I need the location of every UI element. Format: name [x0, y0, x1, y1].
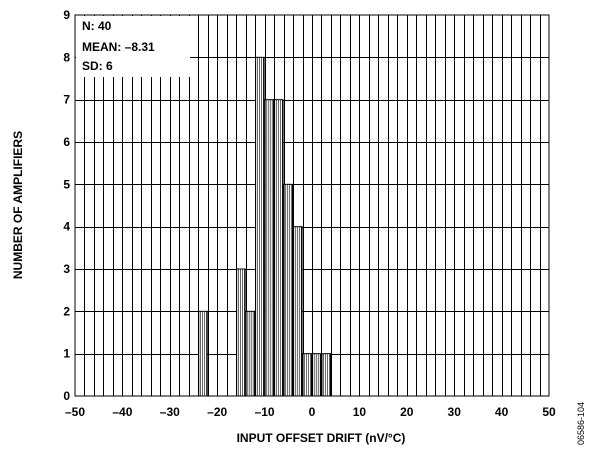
x-tick-label: –30 [160, 405, 180, 419]
y-tick-labels: 0 1 2 3 4 5 6 7 8 9 [63, 8, 70, 403]
x-tick-label: 0 [309, 405, 316, 419]
stats-annotation: N: 40 MEAN: –8.31 SD: 6 [76, 16, 190, 77]
histogram-bar [293, 226, 303, 397]
x-tick-label: 50 [542, 405, 556, 419]
stats-annotation-background [76, 16, 190, 77]
y-tick-label: 6 [63, 135, 70, 149]
x-tick-label: –50 [65, 405, 85, 419]
plot-frame [74, 14, 550, 397]
x-tick-label: 10 [353, 405, 367, 419]
histogram-bar [302, 353, 312, 397]
histogram-bar [321, 353, 331, 397]
x-tick-label: 40 [495, 405, 509, 419]
histogram-bar [283, 183, 294, 397]
y-tick-label: 9 [63, 8, 70, 22]
y-tick-label: 2 [63, 304, 70, 318]
x-tick-label: –20 [207, 405, 227, 419]
y-tick-label: 0 [63, 389, 70, 403]
y-tick-label: 1 [63, 347, 70, 361]
y-tick-label: 8 [63, 50, 70, 64]
x-tick-label: 30 [448, 405, 462, 419]
x-tick-label: –10 [255, 405, 275, 419]
x-tick-label: –40 [112, 405, 132, 419]
annotation-mean: MEAN: –8.31 [82, 40, 155, 54]
histogram-bar [236, 268, 246, 397]
histogram-bar [198, 310, 208, 397]
y-tick-label: 4 [63, 220, 70, 234]
x-tick-labels: –50 –40 –30 –20 –10 0 10 20 30 40 50 [65, 405, 556, 419]
histogram-bar [255, 56, 265, 397]
y-axis-title: NUMBER OF AMPLIFIERS [11, 131, 25, 279]
y-tick-label: 5 [63, 177, 70, 191]
histogram-bar [245, 310, 256, 397]
y-tick-label: 7 [63, 93, 70, 107]
annotation-n: N: 40 [82, 19, 112, 33]
x-axis-title: INPUT OFFSET DRIFT (nV/°C) [237, 431, 406, 445]
y-tick-label: 3 [63, 262, 70, 276]
histogram-bars [198, 56, 331, 397]
annotation-sd: SD: 6 [82, 59, 113, 73]
figure-id: 06586-104 [576, 402, 586, 445]
histogram-bar [264, 99, 275, 397]
histogram-bar [274, 99, 284, 397]
x-tick-label: 20 [400, 405, 414, 419]
histogram-bar [312, 353, 322, 397]
